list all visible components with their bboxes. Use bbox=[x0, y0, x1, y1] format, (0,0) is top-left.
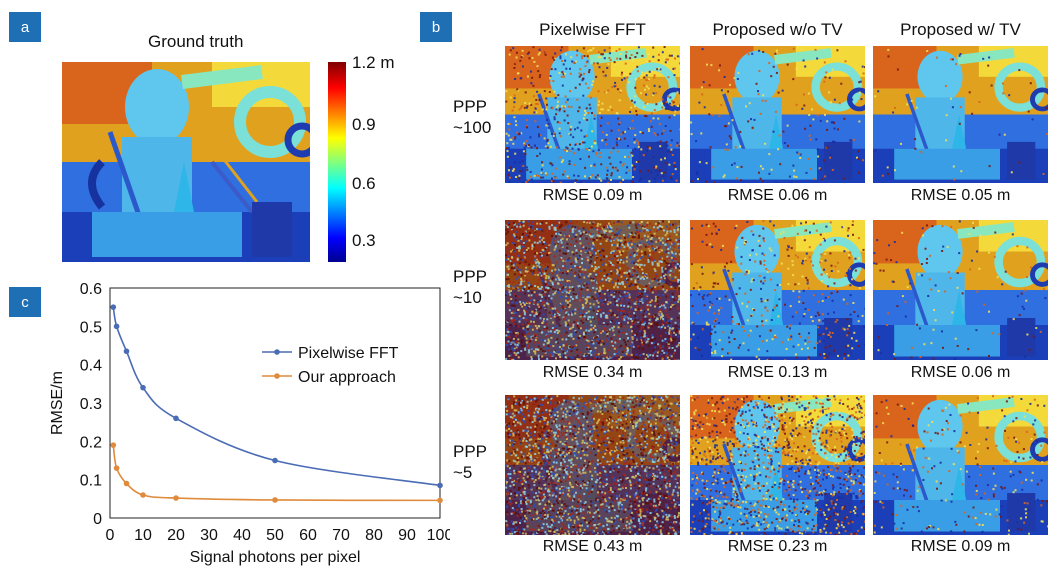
row-label-ppp10-line1: PPP bbox=[453, 267, 488, 286]
reconstruction-ppp10-no-tv bbox=[690, 220, 865, 360]
y-tick-label-0-3: 0.3 bbox=[80, 396, 102, 413]
rmse-ppp10-no-tv: RMSE 0.13 m bbox=[727, 364, 828, 381]
rmse-line-chart: 0 10 20 30 40 50 60 70 80 90 100 0 0.1 0.2 0.3 0.4 0.5 0.… bbox=[49, 281, 450, 566]
panel-b-tag: b bbox=[420, 12, 452, 42]
legend-label-our-approach: Our approach bbox=[298, 369, 396, 386]
x-tick-label-40: 40 bbox=[233, 527, 251, 544]
row-label-ppp100: PPP ~100 bbox=[453, 96, 491, 138]
row-label-ppp5-line1: PPP bbox=[453, 442, 488, 461]
rmse-ppp100-no-tv: RMSE 0.06 m bbox=[727, 187, 828, 204]
panel-a-tag: a bbox=[9, 12, 41, 42]
data-point-pixelwise-fft-2 bbox=[113, 323, 120, 330]
x-tick-label-100: 100 bbox=[427, 527, 450, 544]
colorbar-label-0-6: 0.6 bbox=[352, 174, 376, 193]
rmse-ppp100-fft: RMSE 0.09 m bbox=[542, 187, 643, 204]
ground-truth-depth-map bbox=[62, 62, 310, 262]
data-point-pixelwise-fft-10 bbox=[140, 384, 146, 391]
data-point-pixelwise-fft-50 bbox=[272, 457, 278, 464]
reconstruction-ppp10-fft bbox=[505, 220, 680, 360]
y-axis-label: RMSE/m bbox=[49, 371, 66, 435]
legend-marker-our-approach bbox=[274, 373, 280, 379]
row-label-ppp100-line2: ~100 bbox=[453, 118, 492, 137]
y-tick-label-0: 0 bbox=[93, 511, 102, 528]
column-header-pixelwise-fft: Pixelwise FFT bbox=[539, 20, 646, 39]
colorbar-label-0-9: 0.9 bbox=[352, 115, 376, 134]
data-point-our-approach-1 bbox=[110, 442, 117, 448]
legend-marker-pixelwise-fft bbox=[274, 349, 280, 355]
reconstruction-ppp10-tv bbox=[873, 220, 1048, 360]
rmse-ppp5-tv: RMSE 0.09 m bbox=[910, 538, 1011, 555]
reconstruction-ppp5-tv bbox=[873, 395, 1048, 535]
ground-truth-title: Ground truth bbox=[148, 32, 244, 51]
reconstruction-ppp5-fft bbox=[505, 395, 680, 535]
x-tick-label-50: 50 bbox=[266, 527, 284, 544]
row-label-ppp10-line2: ~10 bbox=[453, 288, 482, 307]
data-point-pixelwise-fft-20 bbox=[173, 415, 179, 422]
row-label-ppp5-line2: ~5 bbox=[453, 463, 473, 482]
row-label-ppp5: PPP ~5 bbox=[453, 441, 487, 483]
x-tick-label-70: 70 bbox=[332, 527, 350, 544]
x-tick-label-10: 10 bbox=[134, 527, 152, 544]
x-tick-label-0: 0 bbox=[106, 527, 115, 544]
y-tick-label-0-6: 0.6 bbox=[80, 281, 102, 298]
colorbar bbox=[328, 62, 346, 262]
x-tick-label-20: 20 bbox=[167, 527, 185, 544]
y-tick-label-0-1: 0.1 bbox=[80, 473, 102, 490]
rmse-ppp5-fft: RMSE 0.43 m bbox=[542, 538, 643, 555]
rmse-ppp10-tv: RMSE 0.06 m bbox=[910, 364, 1011, 381]
series-line-our-approach bbox=[112, 445, 441, 502]
x-axis-label: Signal photons per pixel bbox=[190, 549, 361, 566]
reconstruction-ppp100-fft bbox=[505, 46, 680, 183]
data-point-our-approach-5 bbox=[123, 480, 130, 487]
legend-label-pixelwise-fft: Pixelwise FFT bbox=[298, 345, 399, 362]
data-point-our-approach-20 bbox=[173, 495, 179, 501]
data-point-pixelwise-fft-5 bbox=[123, 348, 130, 355]
reconstruction-ppp100-tv bbox=[873, 46, 1048, 183]
rmse-ppp100-tv: RMSE 0.05 m bbox=[910, 187, 1011, 204]
y-tick-label-0-5: 0.5 bbox=[80, 319, 102, 336]
column-header-proposed-tv: Proposed w/ TV bbox=[900, 20, 1021, 39]
row-label-ppp100-line1: PPP bbox=[453, 97, 488, 116]
panel-c-tag: c bbox=[9, 287, 41, 317]
reconstruction-ppp100-no-tv bbox=[690, 46, 865, 183]
y-tick-label-0-2: 0.2 bbox=[80, 434, 102, 451]
rmse-ppp5-no-tv: RMSE 0.23 m bbox=[727, 538, 828, 555]
data-point-pixelwise-fft-100 bbox=[437, 482, 443, 489]
x-tick-label-30: 30 bbox=[200, 527, 218, 544]
data-point-pixelwise-fft-1 bbox=[110, 304, 117, 310]
data-point-our-approach-2 bbox=[113, 465, 120, 471]
colorbar-label-0-3: 0.3 bbox=[352, 231, 376, 250]
colorbar-label-max: 1.2 m bbox=[352, 53, 395, 72]
data-point-our-approach-100 bbox=[437, 497, 443, 504]
y-tick-label-0-4: 0.4 bbox=[80, 358, 102, 375]
data-point-our-approach-10 bbox=[140, 492, 146, 498]
reconstruction-ppp5-no-tv bbox=[690, 395, 865, 535]
column-header-proposed-no-tv: Proposed w/o TV bbox=[712, 20, 843, 39]
x-tick-label-90: 90 bbox=[398, 527, 416, 544]
plot-frame bbox=[109, 287, 441, 519]
row-label-ppp10: PPP ~10 bbox=[453, 266, 487, 308]
data-point-our-approach-50 bbox=[272, 497, 278, 503]
x-tick-label-60: 60 bbox=[299, 527, 317, 544]
x-tick-label-80: 80 bbox=[365, 527, 383, 544]
rmse-ppp10-fft: RMSE 0.34 m bbox=[542, 364, 643, 381]
